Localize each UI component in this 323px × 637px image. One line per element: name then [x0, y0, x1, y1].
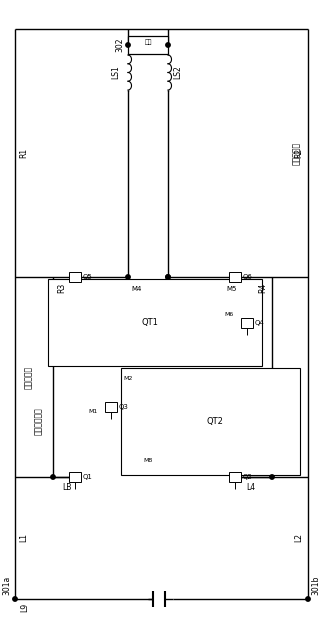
Text: R3: R3	[57, 282, 67, 292]
Text: R1: R1	[19, 148, 28, 158]
Circle shape	[166, 275, 170, 279]
Text: 右桥臂部分: 右桥臂部分	[291, 141, 300, 164]
Text: M8: M8	[143, 457, 153, 462]
Text: 中间桥臂部分: 中间桥臂部分	[34, 408, 43, 435]
Text: 302: 302	[116, 38, 124, 52]
Text: Q6: Q6	[243, 274, 253, 280]
Text: Q3: Q3	[119, 403, 129, 410]
Text: M5: M5	[227, 286, 237, 292]
Text: 左桥臂部分: 左桥臂部分	[24, 366, 33, 389]
Bar	[120, 368, 299, 475]
Text: M4: M4	[132, 286, 142, 292]
Text: L4: L4	[246, 482, 255, 492]
Text: Q2: Q2	[243, 474, 253, 480]
Circle shape	[13, 597, 17, 601]
Circle shape	[126, 43, 130, 47]
Bar	[69, 472, 81, 482]
Text: R4: R4	[258, 282, 267, 292]
Circle shape	[126, 275, 130, 279]
Text: Q5: Q5	[83, 274, 93, 280]
Bar	[128, 36, 168, 54]
Text: L9: L9	[20, 603, 29, 612]
Text: L1: L1	[19, 534, 28, 543]
Text: QT2: QT2	[207, 417, 224, 426]
Circle shape	[51, 475, 55, 479]
Text: M1: M1	[89, 409, 98, 414]
Bar	[105, 401, 117, 412]
Bar	[229, 472, 241, 482]
Text: LS1: LS1	[111, 66, 120, 80]
Circle shape	[166, 275, 170, 279]
Text: LB: LB	[62, 482, 72, 492]
Text: QT1: QT1	[141, 318, 159, 327]
Text: M6: M6	[224, 312, 234, 317]
Bar	[69, 272, 81, 282]
Circle shape	[270, 475, 274, 479]
Bar	[48, 279, 262, 366]
Circle shape	[306, 597, 310, 601]
Text: M2: M2	[123, 375, 133, 380]
Text: 301a: 301a	[3, 575, 12, 594]
Bar	[229, 272, 241, 282]
Circle shape	[166, 43, 170, 47]
Text: 储能: 储能	[144, 39, 152, 45]
Text: L2: L2	[295, 534, 304, 543]
Text: Q1: Q1	[83, 474, 93, 480]
Text: 301b: 301b	[311, 575, 320, 595]
Text: LS2: LS2	[173, 66, 182, 80]
Text: R2: R2	[295, 148, 304, 158]
Text: Q4: Q4	[255, 320, 265, 326]
Bar	[241, 317, 253, 327]
